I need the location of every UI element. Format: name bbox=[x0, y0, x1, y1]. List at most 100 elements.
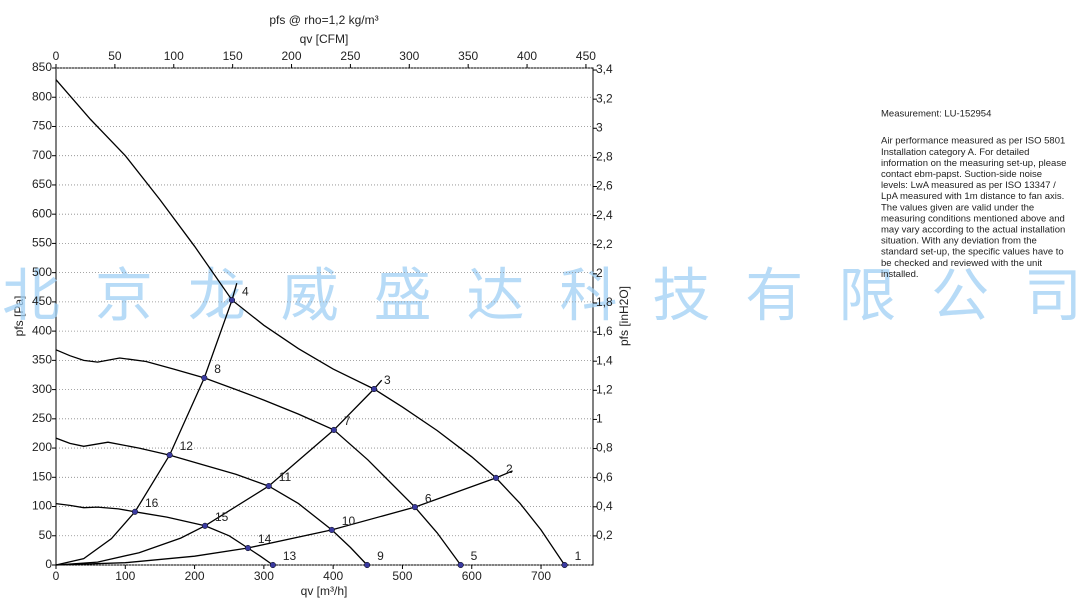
operating-point bbox=[328, 526, 335, 533]
x-axis-label: qv [m³/h] bbox=[301, 584, 348, 598]
plot-frame bbox=[55, 67, 594, 566]
x-tick-label: 500 bbox=[392, 569, 412, 583]
operating-point bbox=[244, 544, 251, 552]
x-tick-label: 300 bbox=[254, 569, 274, 583]
point-label: 11 bbox=[279, 470, 292, 484]
note-line: LpA measured with 1m distance to fan axi… bbox=[881, 191, 1064, 202]
operating-point bbox=[411, 504, 418, 511]
note-line: Measurement: LU-152954 bbox=[881, 109, 991, 120]
point-label: 5 bbox=[471, 549, 478, 563]
y-tick-label: 850 bbox=[32, 60, 52, 74]
y2-tick-label: 0,6 bbox=[596, 470, 613, 484]
watermark: 北京龙威盛达科技有限公司 bbox=[2, 263, 1082, 328]
y-tick-label: 450 bbox=[32, 294, 52, 308]
point-label: 10 bbox=[342, 514, 356, 528]
y2-tick-label: 1,8 bbox=[596, 295, 613, 309]
y-tick-label: 400 bbox=[32, 323, 52, 337]
note-line: Air performance measured as per ISO 5801 bbox=[881, 136, 1065, 147]
note-line: contact ebm-papst. Suction-side noise bbox=[881, 169, 1042, 180]
point-label: 13 bbox=[283, 549, 297, 563]
y2-tick-label: 0,8 bbox=[596, 441, 613, 455]
note-line: situation. With any deviation from the bbox=[881, 236, 1037, 247]
x-tick-label: 700 bbox=[531, 569, 551, 583]
y2-tick-label: 3,2 bbox=[596, 91, 613, 105]
note-line: levels: LwA measured as per ISO 13347 / bbox=[881, 180, 1056, 191]
curve bbox=[55, 437, 368, 566]
y-tick-label: 300 bbox=[32, 382, 52, 396]
curve bbox=[55, 283, 238, 566]
x-tick-label: 200 bbox=[185, 569, 205, 583]
point-label: 2 bbox=[506, 462, 513, 476]
y-tick-label: 500 bbox=[32, 265, 52, 279]
point-label: 14 bbox=[258, 532, 272, 546]
y2-tick-label: 1 bbox=[596, 412, 603, 426]
point-label: 4 bbox=[242, 284, 249, 298]
x2-axis-label: qv [CFM] bbox=[300, 32, 349, 46]
operating-point bbox=[364, 561, 371, 569]
x-tick-label: 400 bbox=[323, 569, 343, 583]
y-axis-label: pfs [Pa] bbox=[12, 296, 26, 337]
y2-tick-label: 3 bbox=[596, 120, 603, 134]
y2-tick-label: 2,4 bbox=[596, 208, 613, 222]
y2-tick-label: 2,2 bbox=[596, 237, 613, 251]
y-tick-label: 100 bbox=[32, 499, 52, 513]
note-line: information on the measuring set-up, ple… bbox=[881, 158, 1066, 169]
note-line: may vary according to the actual install… bbox=[881, 225, 1065, 236]
point-label: 16 bbox=[145, 496, 159, 510]
x2-tick-label: 100 bbox=[164, 49, 184, 63]
y-tick-label: 700 bbox=[32, 148, 52, 162]
y-tick-label: 150 bbox=[32, 469, 52, 483]
y2-tick-label: 1,4 bbox=[596, 353, 613, 367]
y-tick-label: 250 bbox=[32, 411, 52, 425]
curve bbox=[55, 470, 513, 566]
y-tick-label: 800 bbox=[32, 89, 52, 103]
note-line: installed. bbox=[881, 269, 919, 280]
operating-point bbox=[492, 474, 500, 481]
point-label: 1 bbox=[575, 549, 582, 563]
operating-point bbox=[370, 385, 378, 393]
y-tick-label: 0 bbox=[45, 557, 52, 571]
operating-point bbox=[166, 452, 173, 459]
x2-tick-label: 50 bbox=[108, 49, 122, 63]
note-line: Installation category A. For detailed bbox=[881, 147, 1029, 158]
y2-tick-label: 2,6 bbox=[596, 179, 613, 193]
note-line: The values given are valid under the bbox=[881, 202, 1034, 213]
point-label: 6 bbox=[425, 491, 432, 505]
y-tick-label: 50 bbox=[39, 528, 53, 542]
y2-tick-label: 1,2 bbox=[596, 382, 613, 396]
operating-point bbox=[457, 561, 464, 569]
x2-tick-label: 0 bbox=[53, 49, 60, 63]
curve bbox=[55, 379, 383, 566]
curve bbox=[55, 349, 462, 566]
y-tick-label: 350 bbox=[32, 353, 52, 367]
x2-tick-label: 250 bbox=[340, 49, 360, 63]
operating-point bbox=[131, 508, 139, 515]
x2-tick-label: 200 bbox=[282, 49, 302, 63]
curve bbox=[55, 79, 566, 566]
x-tick-label: 0 bbox=[53, 569, 60, 583]
y2-axis-label: pfs [inH2O] bbox=[617, 286, 631, 346]
note-line: measuring conditions mentioned above and bbox=[881, 213, 1065, 224]
y2-tick-label: 1,6 bbox=[596, 324, 613, 338]
x2-tick-label: 400 bbox=[517, 49, 537, 63]
y2-tick-label: 2,8 bbox=[596, 150, 613, 164]
y-tick-label: 550 bbox=[32, 236, 52, 250]
y-tick-label: 650 bbox=[32, 177, 52, 191]
operating-point bbox=[561, 561, 568, 569]
y2-tick-label: 0,4 bbox=[596, 499, 613, 513]
point-label: 15 bbox=[215, 510, 229, 524]
x2-tick-label: 150 bbox=[223, 49, 243, 63]
y-tick-label: 750 bbox=[32, 119, 52, 133]
point-label: 3 bbox=[384, 373, 391, 387]
x2-tick-label: 350 bbox=[458, 49, 478, 63]
point-label: 9 bbox=[377, 549, 384, 563]
note-line: be checked and reviewed with the unit bbox=[881, 258, 1042, 269]
y2-tick-label: 2 bbox=[596, 266, 603, 280]
operating-point bbox=[330, 426, 337, 433]
point-label: 7 bbox=[344, 414, 351, 428]
y2-tick-label: 3,4 bbox=[596, 62, 613, 76]
operating-point bbox=[269, 561, 276, 569]
point-label: 8 bbox=[214, 362, 221, 376]
operating-point bbox=[201, 374, 208, 381]
x-tick-label: 600 bbox=[462, 569, 482, 583]
